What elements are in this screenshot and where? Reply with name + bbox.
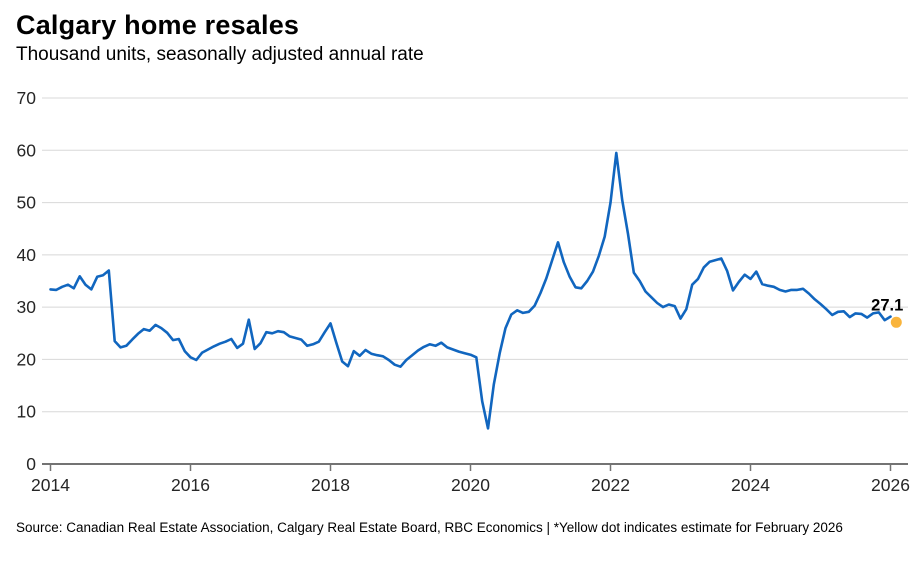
chart-subtitle: Thousand units, seasonally adjusted annu… — [16, 44, 424, 65]
estimate-dot — [890, 316, 902, 328]
y-tick-label-10: 10 — [17, 402, 37, 422]
y-tick-label-50: 50 — [17, 193, 37, 213]
x-tick-label-2018: 2018 — [311, 475, 350, 495]
y-tick-label-40: 40 — [17, 245, 37, 265]
y-tick-label-20: 20 — [17, 349, 37, 369]
y-tick-label-60: 60 — [17, 140, 37, 160]
x-tick-label-2024: 2024 — [731, 475, 770, 495]
source-note: Source: Canadian Real Estate Association… — [16, 520, 843, 535]
resales-series-line — [49, 151, 892, 430]
page-title: Calgary home resales — [16, 10, 300, 40]
x-tick-label-2022: 2022 — [591, 475, 630, 495]
x-tick-label-2016: 2016 — [171, 475, 210, 495]
x-tick-label-2020: 2020 — [451, 475, 490, 495]
y-tick-label-30: 30 — [17, 297, 37, 317]
y-tick-label-70: 70 — [17, 88, 37, 108]
x-tick-label-2026: 2026 — [871, 475, 910, 495]
estimate-value-label: 27.1 — [871, 296, 903, 314]
y-tick-label-0: 0 — [26, 454, 36, 474]
x-tick-label-2014: 2014 — [31, 475, 70, 495]
